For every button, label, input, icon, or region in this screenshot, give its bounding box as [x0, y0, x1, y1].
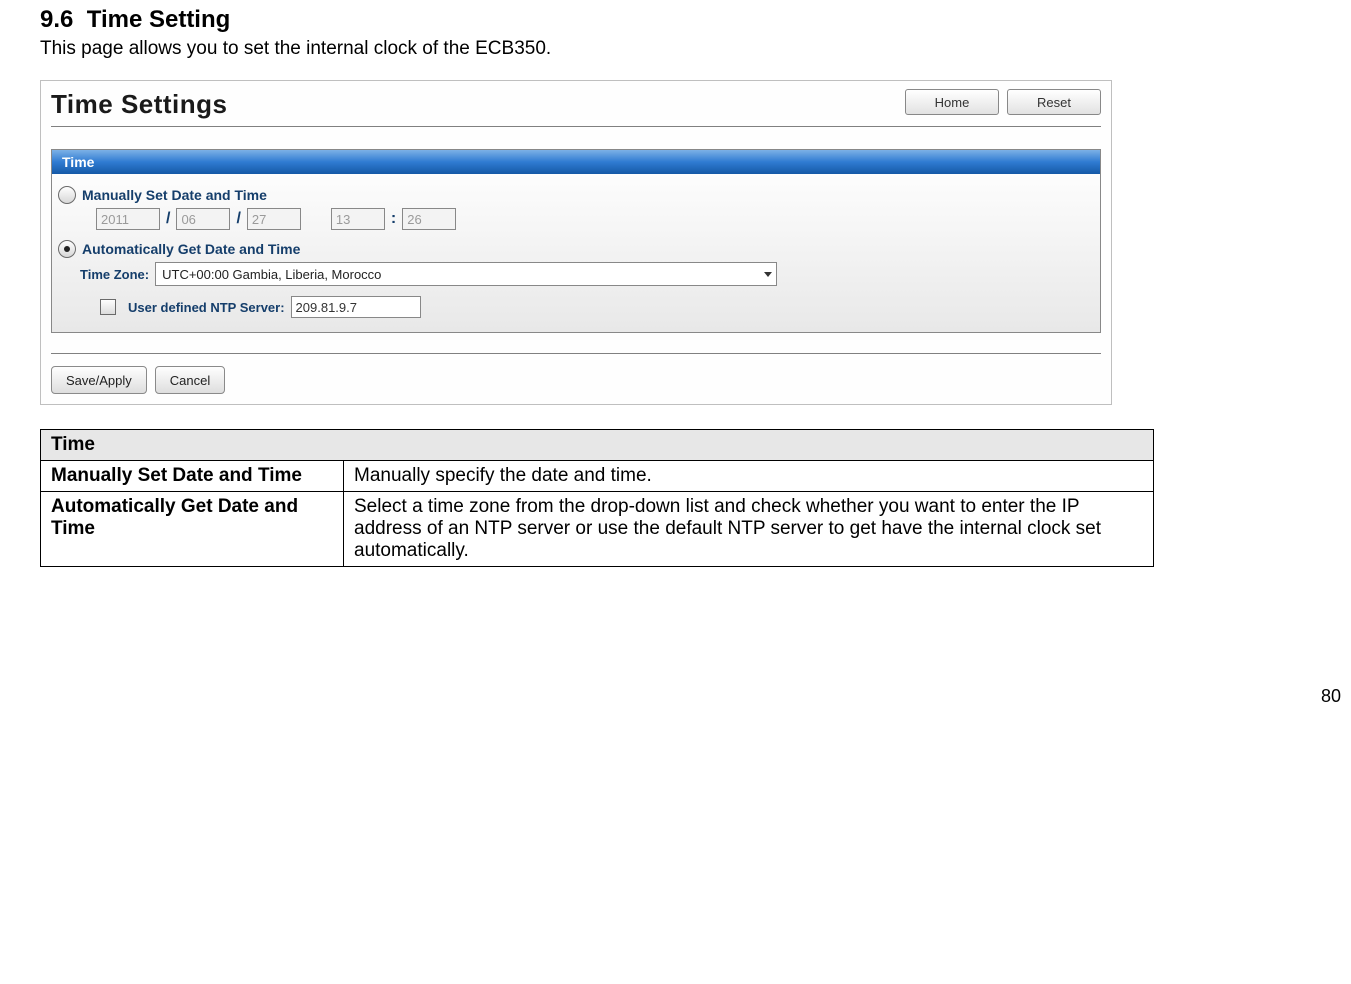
minute-field[interactable] — [402, 208, 456, 230]
manual-option-row[interactable]: Manually Set Date and Time — [58, 186, 1094, 204]
section-intro-text: This page allows you to set the internal… — [40, 38, 1311, 60]
table-row: Automatically Get Date and Time Select a… — [41, 492, 1154, 567]
auto-option-label: Automatically Get Date and Time — [82, 241, 300, 257]
auto-option-row[interactable]: Automatically Get Date and Time — [58, 240, 1094, 258]
time-panel-header: Time — [52, 150, 1100, 174]
table-row: Manually Set Date and Time Manually spec… — [41, 461, 1154, 492]
timezone-select[interactable]: UTC+00:00 Gambia, Liberia, Morocco — [155, 262, 777, 286]
timezone-value: UTC+00:00 Gambia, Liberia, Morocco — [162, 267, 381, 282]
description-table: Time Manually Set Date and Time Manually… — [40, 429, 1154, 567]
page-title: Time Settings — [51, 89, 228, 120]
desc-label: Automatically Get Date and Time — [41, 492, 344, 567]
divider — [51, 353, 1101, 354]
timezone-label: Time Zone: — [80, 267, 149, 282]
top-button-bar: Home Reset — [905, 89, 1101, 115]
year-field[interactable] — [96, 208, 160, 230]
separator: / — [166, 210, 170, 228]
desc-table-header: Time — [41, 430, 1154, 461]
separator: : — [391, 210, 396, 228]
hour-field[interactable] — [331, 208, 385, 230]
chevron-down-icon — [764, 272, 772, 277]
home-button[interactable]: Home — [905, 89, 999, 115]
desc-text: Select a time zone from the drop-down li… — [344, 492, 1154, 567]
ntp-label: User defined NTP Server: — [128, 300, 285, 315]
page-number: 80 — [1321, 686, 1341, 707]
save-apply-button[interactable]: Save/Apply — [51, 366, 147, 394]
desc-text: Manually specify the date and time. — [344, 461, 1154, 492]
separator: / — [236, 210, 240, 228]
auto-radio[interactable] — [58, 240, 76, 258]
divider — [51, 126, 1101, 127]
month-field[interactable] — [176, 208, 230, 230]
desc-label: Manually Set Date and Time — [41, 461, 344, 492]
settings-screenshot: Time Settings Home Reset Time Manually S… — [40, 80, 1112, 405]
time-panel: Time Manually Set Date and Time / / — [51, 149, 1101, 333]
cancel-button[interactable]: Cancel — [155, 366, 225, 394]
section-title: Time Setting — [87, 6, 231, 33]
ntp-server-field[interactable] — [291, 296, 421, 318]
ntp-row: User defined NTP Server: — [100, 296, 1094, 318]
reset-button[interactable]: Reset — [1007, 89, 1101, 115]
section-heading: 9.6 Time Setting — [40, 6, 1311, 34]
manual-date-fields: / / : — [96, 208, 1094, 230]
timezone-row: Time Zone: UTC+00:00 Gambia, Liberia, Mo… — [80, 262, 1094, 286]
manual-option-label: Manually Set Date and Time — [82, 187, 267, 203]
action-buttons: Save/Apply Cancel — [51, 366, 1101, 394]
section-number: 9.6 — [40, 6, 73, 33]
radio-dot — [64, 246, 70, 252]
day-field[interactable] — [247, 208, 301, 230]
manual-radio[interactable] — [58, 186, 76, 204]
ntp-checkbox[interactable] — [100, 299, 116, 315]
